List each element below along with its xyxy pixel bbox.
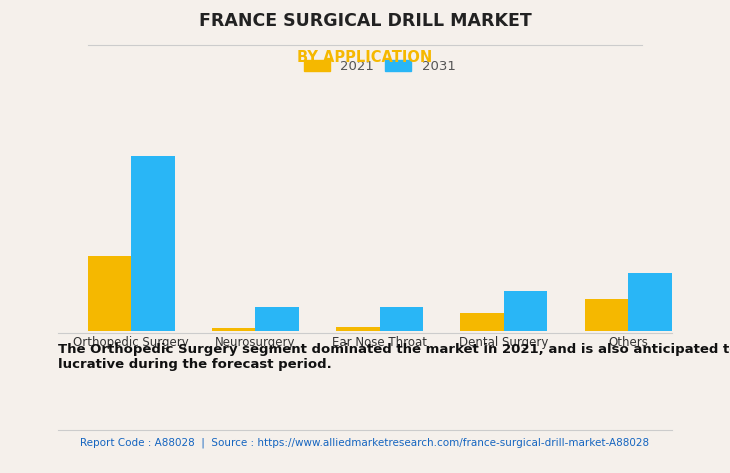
- Bar: [504, 291, 548, 331]
- Bar: [628, 273, 672, 331]
- Legend: 2021, 2031: 2021, 2031: [299, 56, 460, 77]
- Bar: [131, 156, 174, 331]
- Bar: [212, 328, 256, 331]
- Text: Report Code : A88028  |  Source : https://www.alliedmarketresearch.com/france-su: Report Code : A88028 | Source : https://…: [80, 438, 650, 448]
- Bar: [380, 307, 423, 331]
- Bar: [461, 313, 504, 331]
- Bar: [88, 255, 131, 331]
- Bar: [585, 299, 628, 331]
- Text: The Orthopedic Surgery segment dominated the market in 2021, and is also anticip: The Orthopedic Surgery segment dominated…: [58, 343, 730, 371]
- Bar: [255, 307, 299, 331]
- Text: FRANCE SURGICAL DRILL MARKET: FRANCE SURGICAL DRILL MARKET: [199, 12, 531, 30]
- Text: BY APPLICATION: BY APPLICATION: [297, 50, 433, 65]
- Bar: [336, 327, 380, 331]
